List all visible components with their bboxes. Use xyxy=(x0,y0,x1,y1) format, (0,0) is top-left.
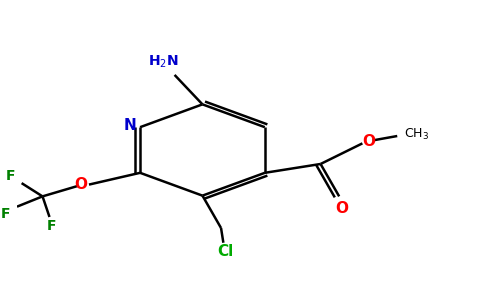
Text: F: F xyxy=(47,219,57,233)
Text: H$_2$N: H$_2$N xyxy=(148,53,178,70)
Text: F: F xyxy=(0,207,10,221)
Text: Cl: Cl xyxy=(218,244,234,259)
Text: N: N xyxy=(123,118,136,133)
Text: O: O xyxy=(363,134,376,148)
Text: CH$_3$: CH$_3$ xyxy=(404,127,429,142)
Text: O: O xyxy=(335,201,348,216)
Text: F: F xyxy=(5,169,15,183)
Text: O: O xyxy=(74,177,87,192)
